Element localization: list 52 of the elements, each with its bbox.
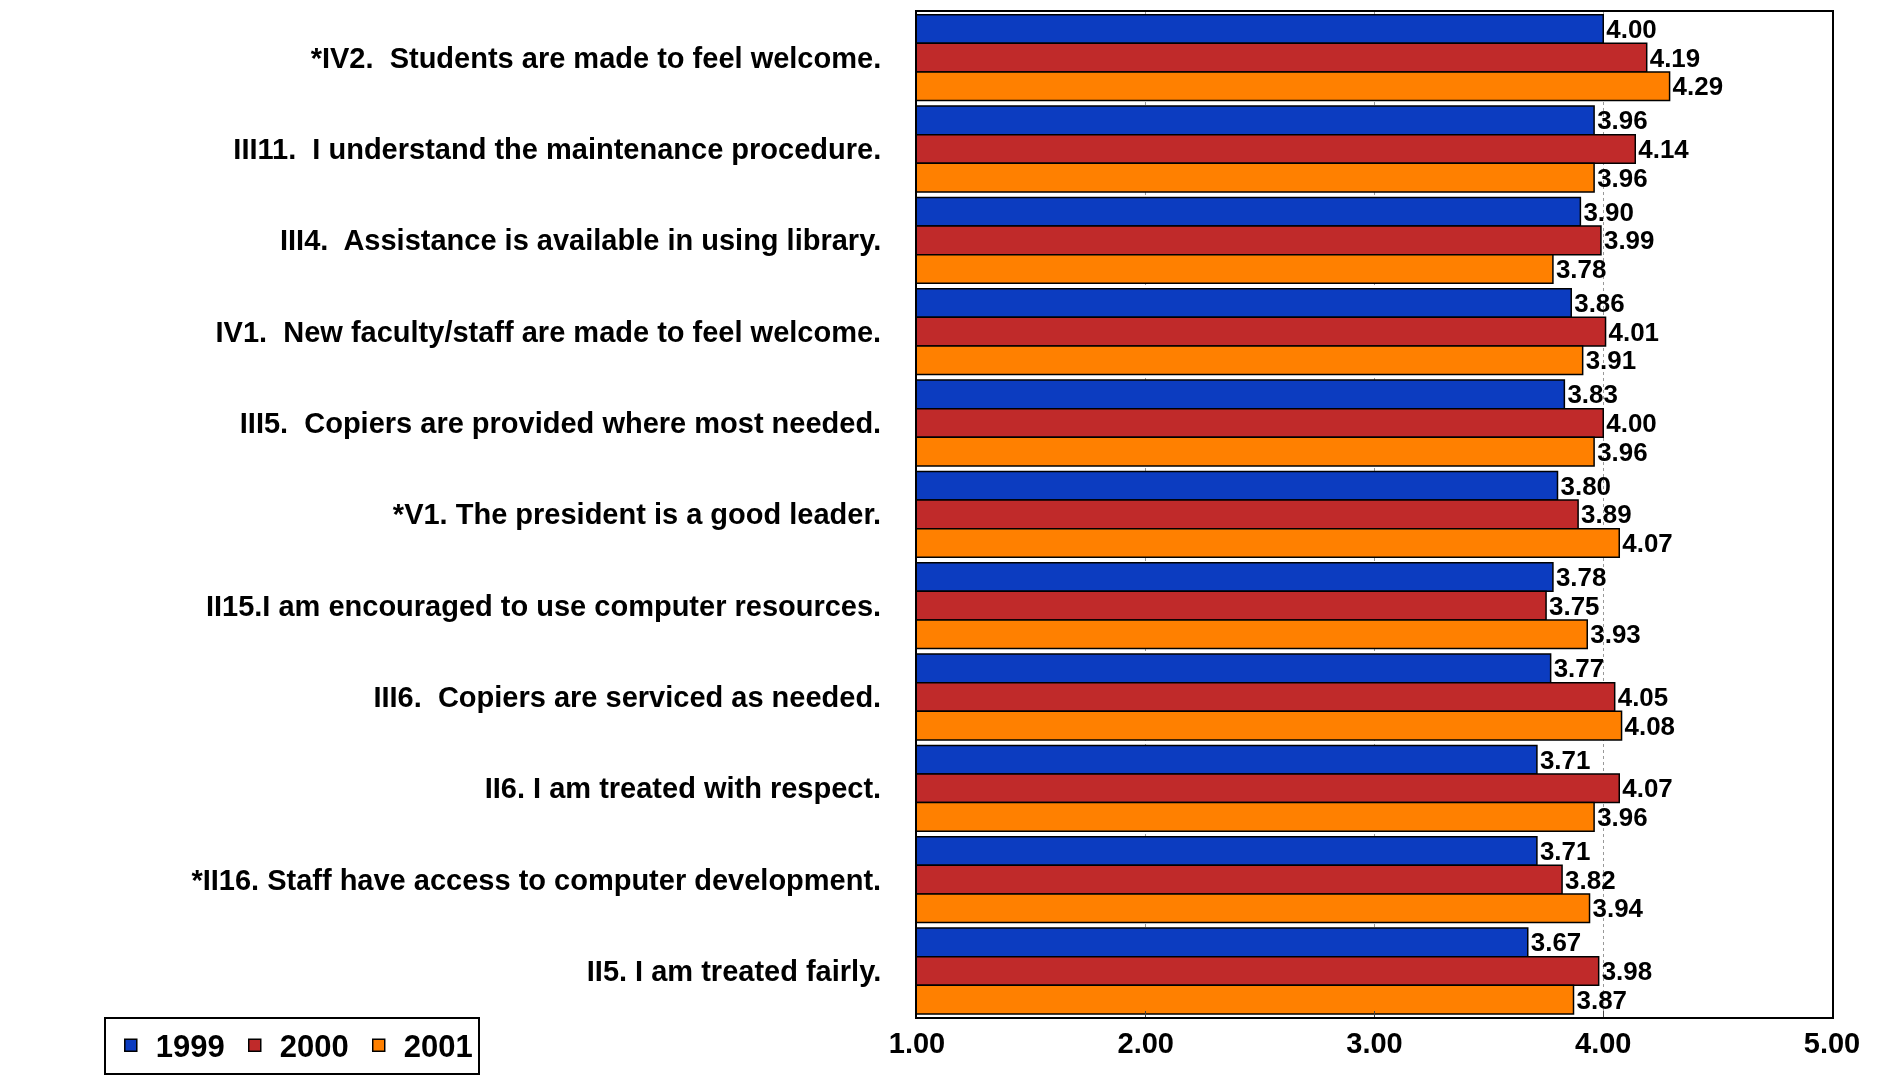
- x-tick-label: 5.00: [1803, 1027, 1861, 1060]
- y-tick-label: II5. I am treated fairly.: [586, 955, 882, 988]
- data-label: 3.78: [1555, 254, 1607, 283]
- data-label: 3.90: [1583, 197, 1634, 226]
- x-tick-label: 4.00: [1575, 1027, 1632, 1060]
- data-label: 3.91: [1585, 346, 1637, 375]
- data-label: 3.82: [1565, 865, 1616, 894]
- data-label: 4.14: [1638, 134, 1690, 163]
- data-label: 4.00: [1606, 408, 1657, 437]
- data-label: 4.19: [1649, 43, 1701, 72]
- legend-label: 2000: [279, 1029, 349, 1065]
- y-tick-label: III5. Copiers are provided where most needed.: [239, 407, 882, 440]
- data-label: 4.05: [1617, 682, 1669, 711]
- y-tick-label: III11. I understand the maintenance procedure.: [233, 133, 882, 166]
- y-tick-label: *II16. Staff have access to computer development.: [191, 863, 882, 896]
- data-label: 3.96: [1597, 163, 1648, 192]
- data-label: 3.96: [1597, 802, 1648, 831]
- data-label: 3.99: [1603, 226, 1655, 255]
- y-tick-label: *V1. The president is a good leader.: [392, 498, 882, 531]
- data-label: 4.07: [1622, 528, 1673, 557]
- y-tick-label: II6. I am treated with respect.: [484, 772, 882, 805]
- y-tick-label: III6. Copiers are serviced as needed.: [373, 681, 882, 714]
- data-label: 3.67: [1530, 928, 1582, 957]
- y-tick-label: II15.I am encouraged to use computer resources.: [205, 589, 882, 622]
- data-label: 3.71: [1539, 836, 1591, 865]
- data-label: 3.93: [1590, 620, 1641, 649]
- legend-label: 1999: [155, 1029, 225, 1065]
- x-tick-label: 3.00: [1346, 1027, 1403, 1060]
- data-label: 3.96: [1597, 437, 1648, 466]
- x-tick-label: 2.00: [1117, 1027, 1174, 1060]
- data-label: 3.87: [1576, 985, 1627, 1014]
- data-label: 3.94: [1592, 894, 1644, 923]
- data-label: 3.71: [1539, 745, 1591, 774]
- data-label: 4.07: [1622, 774, 1673, 803]
- data-label: 3.77: [1553, 654, 1605, 683]
- y-tick-label: *IV2. Students are made to feel welcome.: [310, 41, 882, 74]
- data-label: 3.96: [1597, 106, 1648, 135]
- y-tick-label: IV1. New faculty/staff are made to feel welcome.: [215, 315, 882, 348]
- data-label: 4.01: [1608, 317, 1660, 346]
- data-label: 3.89: [1581, 500, 1632, 529]
- data-label: 3.86: [1574, 288, 1625, 317]
- data-label: 4.00: [1606, 14, 1657, 43]
- x-tick-label: 1.00: [888, 1027, 946, 1060]
- data-label: 3.98: [1601, 956, 1653, 985]
- data-label: 3.78: [1555, 562, 1607, 591]
- data-label: 3.83: [1567, 380, 1618, 409]
- data-label: 3.75: [1549, 591, 1600, 620]
- data-label: 4.29: [1672, 72, 1724, 101]
- y-tick-label: III4. Assistance is available in using library.: [280, 224, 882, 257]
- data-label: 4.08: [1624, 711, 1675, 740]
- legend-label: 2001: [403, 1029, 473, 1065]
- data-label: 3.80: [1560, 471, 1611, 500]
